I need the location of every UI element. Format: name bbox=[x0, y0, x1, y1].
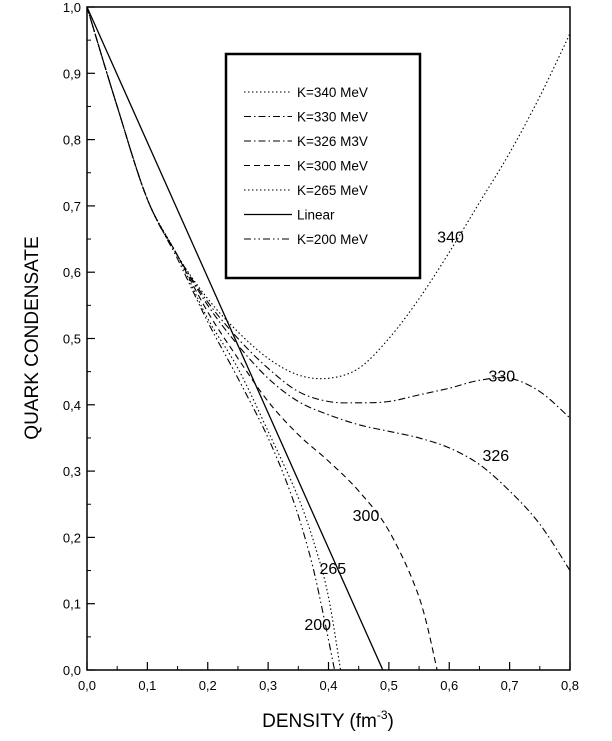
x-tick-label: 0,3 bbox=[259, 678, 277, 693]
x-axis-ticks: 0,0 0,1 0,2 0,3 0,4 0,5 0,6 0,7 0,8 bbox=[78, 662, 579, 693]
curve-label: 340 bbox=[437, 229, 464, 246]
series-line-k-200-mev bbox=[86, 6, 336, 671]
x-axis-title-main: DENSITY (fm bbox=[262, 711, 377, 732]
x-tick-label: 0,7 bbox=[501, 678, 519, 693]
legend-label: K=200 MeV bbox=[297, 232, 368, 247]
y-tick-label: 0,4 bbox=[63, 398, 81, 413]
curve-labels: 340 330 326 300 265 200 bbox=[304, 229, 515, 634]
legend-items: K=340 MeV K=330 MeV K=326 M3V K=300 MeV K=26… bbox=[244, 85, 368, 247]
curve-label: 300 bbox=[353, 508, 380, 525]
x-axis-title-superscript: -3 bbox=[377, 708, 388, 722]
legend-label: K=300 MeV bbox=[297, 159, 368, 174]
curve-label: 200 bbox=[304, 617, 331, 634]
x-tick-label: 0,8 bbox=[561, 678, 579, 693]
y-tick-label: 0,1 bbox=[63, 597, 81, 612]
x-tick-label: 0,2 bbox=[199, 678, 217, 693]
legend-label: K=265 MeV bbox=[297, 183, 368, 198]
y-tick-label: 0,9 bbox=[63, 66, 81, 81]
x-tick-label: 0,1 bbox=[138, 678, 156, 693]
x-tick-label: 0,6 bbox=[440, 678, 458, 693]
y-tick-label: 0,5 bbox=[63, 332, 81, 347]
y-tick-label: 0,6 bbox=[63, 265, 81, 280]
legend-label: Linear bbox=[297, 208, 335, 223]
x-axis-title-end: ) bbox=[388, 711, 394, 732]
y-tick-label: 1,0 bbox=[63, 0, 81, 15]
x-tick-label: 0,0 bbox=[78, 678, 96, 693]
y-tick-label: 0,7 bbox=[63, 199, 81, 214]
series-line-linear bbox=[86, 6, 384, 671]
curve-label: 326 bbox=[482, 448, 509, 465]
y-axis-title: QUARK CONDENSATE bbox=[22, 236, 43, 439]
y-tick-label: 0,8 bbox=[63, 133, 81, 148]
legend-label: K=326 M3V bbox=[297, 134, 368, 149]
x-tick-label: 0,5 bbox=[380, 678, 398, 693]
y-tick-label: 0,0 bbox=[63, 663, 81, 678]
series-line-k-326-m3v bbox=[86, 6, 571, 571]
curve-label: 265 bbox=[319, 561, 346, 578]
series-line-k-330-mev bbox=[86, 6, 571, 419]
legend-label: K=330 MeV bbox=[297, 110, 368, 125]
x-tick-label: 0,4 bbox=[319, 678, 337, 693]
series-lines bbox=[86, 6, 571, 671]
legend-label: K=340 MeV bbox=[297, 85, 368, 100]
y-tick-label: 0,3 bbox=[63, 464, 81, 479]
x-axis-title: DENSITY (fm-3) bbox=[262, 708, 394, 732]
y-axis-ticks: 0,0 0,1 0,2 0,3 0,4 0,5 0,6 0,7 0,8 0,9 1,0 bbox=[63, 0, 95, 678]
series-line-k-300-mev bbox=[86, 6, 438, 671]
legend: K=340 MeV K=330 MeV K=326 M3V K=300 MeV K=26… bbox=[224, 52, 422, 280]
curve-label: 330 bbox=[488, 369, 515, 386]
y-tick-label: 0,2 bbox=[63, 530, 81, 545]
